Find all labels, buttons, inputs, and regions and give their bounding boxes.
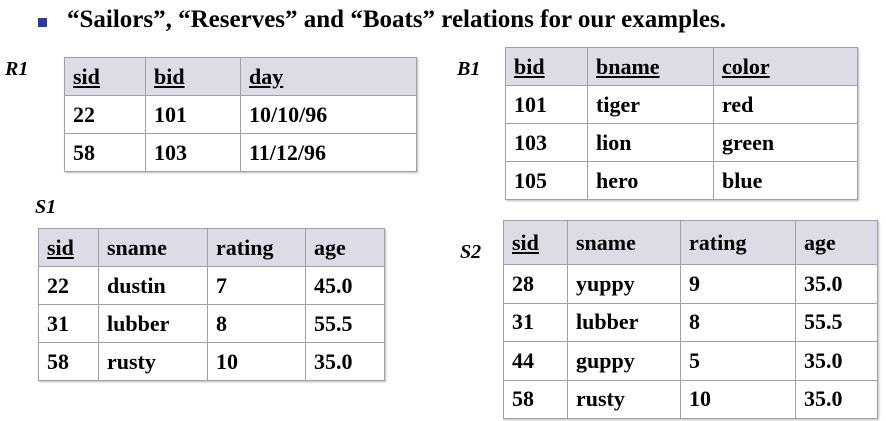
column-header: bname <box>587 47 714 86</box>
table-cell: green <box>713 123 858 162</box>
table-row: 105 hero blue <box>505 161 858 200</box>
header-row: sid sname rating age <box>503 220 878 265</box>
table-cell: 35.0 <box>795 264 878 304</box>
table-cell: 9 <box>680 264 796 304</box>
table-cell: 31 <box>38 304 99 343</box>
table-cell: 101 <box>505 85 588 124</box>
table-row: 58 rusty 10 35.0 <box>503 379 878 419</box>
table-cell: 58 <box>503 379 568 419</box>
table-label: S1 <box>35 196 57 218</box>
table-body: 22 dustin 7 45.0 31 lubber 8 55.5 58 rusty 10 35.0 <box>38 266 385 381</box>
header-row: sid sname rating age <box>38 228 385 267</box>
table-cell: 55.5 <box>305 304 385 343</box>
table-row: 101 tiger red <box>505 85 858 124</box>
table-cell: red <box>713 85 858 124</box>
table-label: S2 <box>460 241 482 263</box>
header-row: bid bname color <box>505 47 858 86</box>
column-header: sid <box>38 228 99 267</box>
table-row: 28 yuppy 9 35.0 <box>503 264 878 304</box>
table: sid bid day 22 101 10/10/96 58 103 11/12/96 <box>64 57 417 172</box>
table-cell: 58 <box>38 342 99 381</box>
table-cell: 35.0 <box>795 379 878 419</box>
table-cell: dustin <box>98 266 208 305</box>
table-cell: 28 <box>503 264 568 304</box>
table-cell: 58 <box>64 133 146 172</box>
table-cell: 10 <box>207 342 306 381</box>
column-header: rating <box>207 228 306 267</box>
table-cell: 103 <box>145 133 241 172</box>
table-cell: 35.0 <box>795 341 878 381</box>
table-cell: 101 <box>145 95 241 134</box>
table-cell: 7 <box>207 266 306 305</box>
column-header: sid <box>503 220 568 265</box>
table: sid sname rating age 28 yuppy 9 35.0 31 lubber 8 55… <box>503 220 878 419</box>
column-header: sname <box>567 220 681 265</box>
table-cell: 8 <box>680 302 796 342</box>
table-cell: 10/10/96 <box>240 95 417 134</box>
table-body: 28 yuppy 9 35.0 31 lubber 8 55.5 44 guppy 5 35.0 58 r… <box>503 264 878 419</box>
column-header: rating <box>680 220 796 265</box>
table-cell: 10 <box>680 379 796 419</box>
table-cell: 35.0 <box>305 342 385 381</box>
table: bid bname color 101 tiger red 103 lion green 105 h… <box>505 47 858 200</box>
table-cell: 105 <box>505 161 588 200</box>
column-header: sname <box>98 228 208 267</box>
table-cell: 5 <box>680 341 796 381</box>
table-row: 31 lubber 8 55.5 <box>38 304 385 343</box>
column-header: bid <box>505 47 588 86</box>
column-header: sid <box>64 57 146 96</box>
table-row: 58 103 11/12/96 <box>64 133 417 172</box>
table-cell: lion <box>587 123 714 162</box>
table-cell: lubber <box>567 302 681 342</box>
table-head: sid sname rating age <box>38 228 385 267</box>
column-header: day <box>240 57 417 96</box>
table-cell: hero <box>587 161 714 200</box>
table-row: 31 lubber 8 55.5 <box>503 302 878 342</box>
table-cell: 103 <box>505 123 588 162</box>
title: “Sailors”, “Reserves” and “Boats” relati… <box>67 6 727 33</box>
table-row: 103 lion green <box>505 123 858 162</box>
table-cell: tiger <box>587 85 714 124</box>
column-header: color <box>713 47 858 86</box>
table-cell: 8 <box>207 304 306 343</box>
table-label: R1 <box>5 58 29 80</box>
column-header: age <box>305 228 385 267</box>
table-row: 22 dustin 7 45.0 <box>38 266 385 305</box>
table-head: sid sname rating age <box>503 220 878 265</box>
table-head: bid bname color <box>505 47 858 86</box>
table-row: 22 101 10/10/96 <box>64 95 417 134</box>
column-header: bid <box>145 57 241 96</box>
table: sid sname rating age 22 dustin 7 45.0 31 lubber 8 5… <box>38 228 385 381</box>
table-cell: rusty <box>98 342 208 381</box>
table-cell: 55.5 <box>795 302 878 342</box>
table-cell: 22 <box>38 266 99 305</box>
table-row: 58 rusty 10 35.0 <box>38 342 385 381</box>
bullet <box>38 18 47 27</box>
table-body: 101 tiger red 103 lion green 105 hero blue <box>505 85 858 200</box>
table-cell: 31 <box>503 302 568 342</box>
table-body: 22 101 10/10/96 58 103 11/12/96 <box>64 95 417 172</box>
table-cell: lubber <box>98 304 208 343</box>
header-row: sid bid day <box>64 57 417 96</box>
table-cell: blue <box>713 161 858 200</box>
column-header: age <box>795 220 878 265</box>
table-cell: 11/12/96 <box>240 133 417 172</box>
table-cell: 44 <box>503 341 568 381</box>
table-head: sid bid day <box>64 57 417 96</box>
table-cell: yuppy <box>567 264 681 304</box>
table-cell: guppy <box>567 341 681 381</box>
table-cell: 45.0 <box>305 266 385 305</box>
table-cell: rusty <box>567 379 681 419</box>
table-row: 44 guppy 5 35.0 <box>503 341 878 381</box>
table-label: B1 <box>457 58 481 80</box>
table-cell: 22 <box>64 95 146 134</box>
